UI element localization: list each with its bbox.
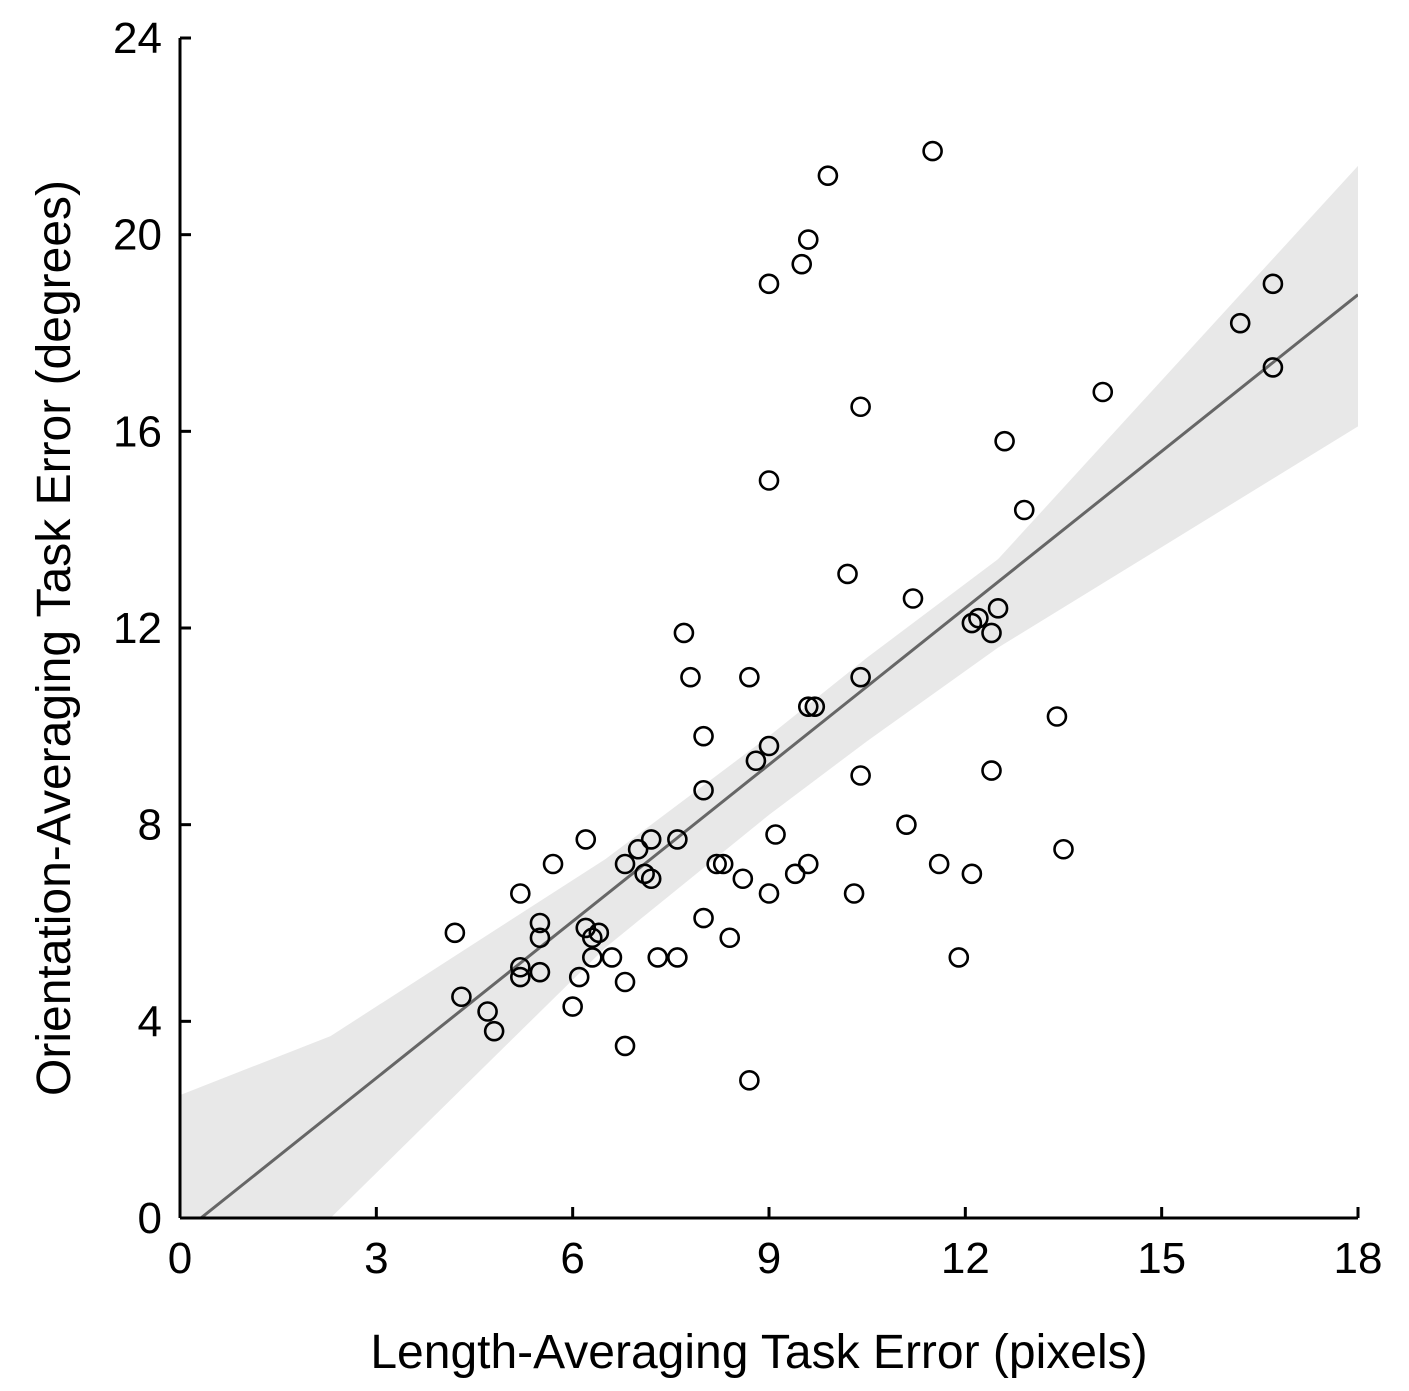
data-point bbox=[627, 838, 649, 860]
x-tick-label: 12 bbox=[941, 1234, 990, 1283]
x-tick-label: 15 bbox=[1137, 1234, 1186, 1283]
y-tick-label: 20 bbox=[113, 211, 162, 260]
data-point bbox=[640, 868, 662, 890]
data-point bbox=[745, 750, 767, 772]
data-point bbox=[601, 947, 623, 968]
data-point bbox=[928, 853, 950, 875]
data-point bbox=[451, 986, 472, 1008]
data-point bbox=[758, 735, 780, 757]
confidence-band bbox=[180, 165, 1358, 1218]
y-tick-label: 0 bbox=[138, 1194, 162, 1243]
data-point bbox=[765, 824, 786, 845]
data-point bbox=[568, 966, 590, 988]
data-point bbox=[961, 863, 983, 885]
confidence-band-layer bbox=[180, 165, 1358, 1218]
data-point bbox=[968, 607, 989, 629]
data-point bbox=[667, 947, 688, 968]
data-point bbox=[634, 863, 655, 885]
data-point bbox=[477, 1001, 498, 1022]
data-point bbox=[922, 140, 943, 162]
data-point bbox=[961, 612, 983, 634]
data-point bbox=[614, 853, 636, 875]
x-tick-label: 9 bbox=[757, 1234, 781, 1283]
regression-line bbox=[198, 293, 1358, 1218]
data-point bbox=[1262, 273, 1284, 295]
data-point bbox=[693, 907, 714, 929]
x-tick-label: 18 bbox=[1334, 1234, 1383, 1283]
data-point bbox=[1229, 312, 1251, 334]
data-point bbox=[797, 229, 819, 250]
data-point bbox=[758, 470, 780, 491]
data-point bbox=[640, 829, 662, 850]
data-point bbox=[575, 829, 597, 850]
data-point bbox=[837, 563, 858, 585]
data-point bbox=[562, 996, 583, 1017]
data-point bbox=[797, 696, 819, 717]
fit-line-layer bbox=[198, 293, 1358, 1218]
data-point bbox=[706, 853, 727, 875]
data-point bbox=[758, 883, 780, 904]
data-point bbox=[791, 253, 813, 275]
x-tick-label: 3 bbox=[364, 1234, 388, 1283]
data-point bbox=[510, 966, 531, 988]
data-point bbox=[581, 947, 603, 968]
data-point bbox=[850, 396, 871, 418]
y-tick-label: 24 bbox=[113, 14, 162, 63]
data-point bbox=[758, 273, 780, 295]
data-point bbox=[987, 598, 1009, 619]
data-point bbox=[902, 588, 924, 609]
y-tick-label: 12 bbox=[113, 604, 162, 653]
data-point bbox=[850, 666, 871, 688]
data-point bbox=[542, 853, 564, 875]
data-point bbox=[614, 1035, 636, 1057]
data-point bbox=[712, 853, 734, 875]
y-tick-label: 8 bbox=[138, 801, 162, 850]
x-tick-label: 0 bbox=[168, 1234, 192, 1283]
data-point bbox=[1046, 706, 1068, 727]
data-point bbox=[804, 696, 826, 717]
x-axis-label: Length-Averaging Task Error (pixels) bbox=[370, 1326, 1147, 1379]
data-point bbox=[581, 927, 603, 949]
data-point bbox=[1092, 381, 1114, 403]
data-point bbox=[693, 725, 714, 747]
data-point bbox=[647, 947, 669, 968]
ticks-layer: 0 3 6 9 12 15 18 0 4 8 12 16 20 24 bbox=[113, 14, 1382, 1283]
data-point bbox=[896, 814, 917, 835]
data-point bbox=[673, 622, 695, 644]
data-point bbox=[680, 666, 701, 688]
data-point bbox=[483, 1020, 505, 1042]
data-point bbox=[1262, 357, 1284, 378]
data-point bbox=[981, 622, 1002, 644]
data-point bbox=[1013, 499, 1035, 521]
data-point bbox=[667, 829, 688, 850]
data-point bbox=[994, 430, 1015, 452]
data-point bbox=[981, 760, 1002, 781]
y-axis-label: Orientation-Averaging Task Error (degree… bbox=[28, 180, 81, 1096]
data-point bbox=[850, 765, 871, 786]
data-point bbox=[529, 927, 551, 949]
data-point bbox=[444, 922, 466, 944]
data-point bbox=[510, 883, 531, 904]
data-point bbox=[784, 863, 806, 885]
data-point bbox=[732, 868, 754, 890]
data-point bbox=[529, 912, 551, 934]
data-point bbox=[719, 927, 741, 949]
data-point bbox=[588, 922, 610, 944]
data-point bbox=[817, 165, 839, 186]
x-tick-label: 6 bbox=[560, 1234, 584, 1283]
data-point bbox=[739, 1070, 760, 1091]
data-point bbox=[843, 883, 865, 904]
y-tick-label: 4 bbox=[138, 997, 162, 1046]
data-point bbox=[739, 666, 760, 688]
points-layer bbox=[444, 140, 1284, 1091]
y-tick-label: 16 bbox=[113, 407, 162, 456]
data-point bbox=[614, 971, 636, 993]
data-point bbox=[693, 779, 714, 801]
data-point bbox=[948, 947, 970, 968]
data-point bbox=[1053, 838, 1074, 860]
data-point bbox=[797, 853, 819, 875]
data-point bbox=[510, 956, 531, 978]
data-point bbox=[529, 961, 551, 983]
